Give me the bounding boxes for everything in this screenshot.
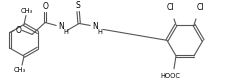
Text: N: N xyxy=(92,22,98,31)
Text: H: H xyxy=(97,29,102,35)
Text: H: H xyxy=(63,29,68,35)
Text: O: O xyxy=(15,26,21,35)
Text: N: N xyxy=(58,22,64,31)
Text: CH₃: CH₃ xyxy=(21,8,33,14)
Text: Cl: Cl xyxy=(166,3,173,12)
Text: CH₃: CH₃ xyxy=(14,67,26,73)
Text: HOOC: HOOC xyxy=(159,73,179,79)
Text: O: O xyxy=(42,2,48,11)
Text: Cl: Cl xyxy=(195,3,203,12)
Text: S: S xyxy=(75,1,80,10)
